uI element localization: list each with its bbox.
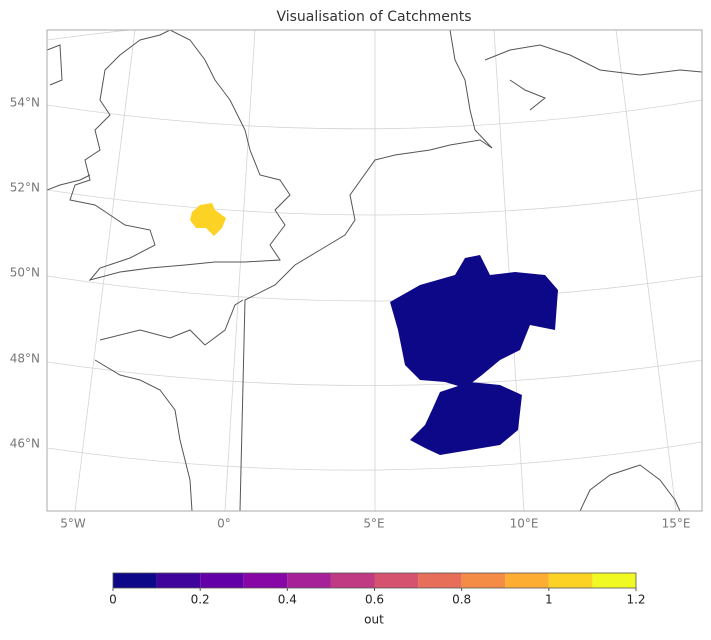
axes-frame xyxy=(46,29,703,512)
lon-label: 5°E xyxy=(363,517,384,531)
colorbar-tick-label: 0 xyxy=(109,593,117,607)
colorbar-bin xyxy=(287,573,331,588)
lat-label: 50°N xyxy=(10,266,40,280)
colorbar-tick-label: 0.4 xyxy=(278,593,297,607)
colorbar-bin xyxy=(113,573,157,588)
catchment xyxy=(190,203,226,236)
graticule xyxy=(615,30,677,511)
colorbar-bin xyxy=(461,573,506,588)
graticule xyxy=(47,441,702,471)
colorbar: 0 0.2 0.4 0.6 0.8 1 1.2 xyxy=(109,572,646,607)
lat-label: 48°N xyxy=(10,352,40,366)
graticule xyxy=(47,189,702,216)
lon-label: 15°E xyxy=(662,517,691,531)
map-title: Visualisation of Catchments xyxy=(276,9,471,25)
colorbar-bin xyxy=(330,573,375,588)
coastline xyxy=(94,139,493,511)
lon-label: 0° xyxy=(217,517,231,531)
graticule xyxy=(224,30,256,511)
lon-label: 5°W xyxy=(60,517,86,531)
graticule xyxy=(47,359,702,386)
colorbar-label: out xyxy=(364,613,384,627)
colorbar-tick-label: 0.2 xyxy=(191,593,210,607)
map-area xyxy=(47,30,702,511)
lon-label: 10°E xyxy=(510,517,539,531)
colorbar-bin xyxy=(200,573,244,588)
colorbar-bin xyxy=(418,573,462,588)
lat-label: 54°N xyxy=(10,96,40,110)
colorbar-tick-label: 0.8 xyxy=(452,593,471,607)
lat-label: 46°N xyxy=(10,437,40,451)
graticule xyxy=(47,275,702,302)
graticule xyxy=(74,30,136,511)
graticule xyxy=(47,99,702,130)
colorbar-bin xyxy=(592,573,636,588)
colorbar-bin xyxy=(156,573,201,588)
colorbar-tick-label: 0.6 xyxy=(365,593,384,607)
coastline xyxy=(69,30,291,281)
colorbar-bin xyxy=(548,573,593,588)
colorbar-tick-label: 1 xyxy=(545,593,553,607)
graticule xyxy=(493,30,525,511)
coastline xyxy=(449,30,702,511)
coastline xyxy=(47,44,91,191)
colorbar-bin xyxy=(243,573,288,588)
colorbar-bin xyxy=(374,573,419,588)
colorbar-bin xyxy=(505,573,549,588)
lat-label: 52°N xyxy=(10,181,40,195)
catchment xyxy=(390,255,558,455)
colorbar-tick-label: 1.2 xyxy=(626,593,645,607)
